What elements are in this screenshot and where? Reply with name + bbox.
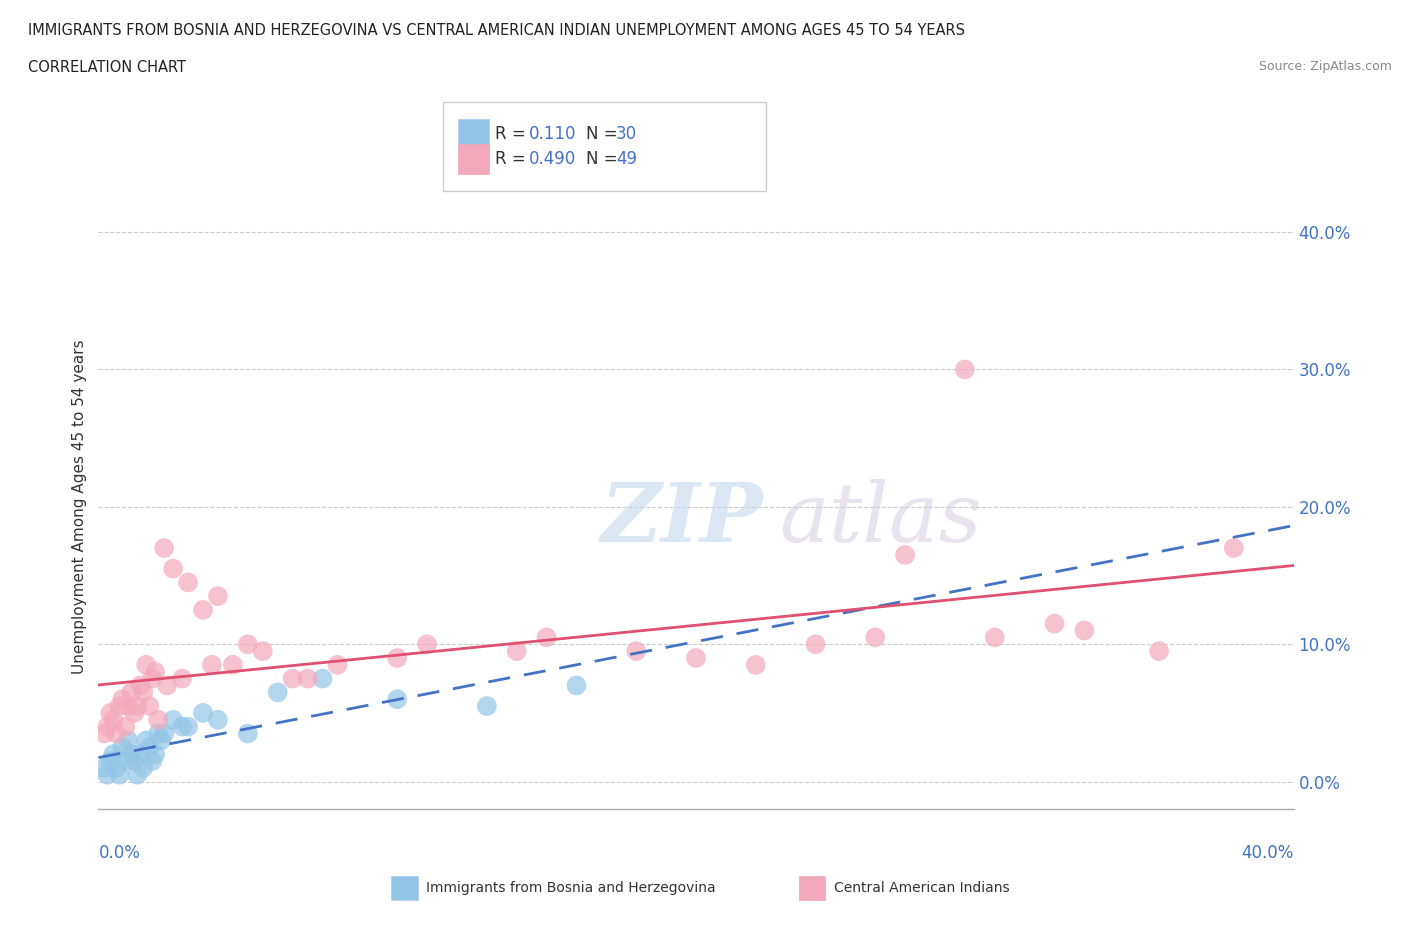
Text: ZIP: ZIP <box>600 479 763 559</box>
Point <box>117 733 139 748</box>
Text: 0.490: 0.490 <box>529 150 576 168</box>
Point <box>117 698 139 713</box>
Point <box>148 712 170 727</box>
Point <box>252 644 274 658</box>
Point <box>120 747 142 762</box>
Point <box>124 753 146 768</box>
Point <box>1043 617 1066 631</box>
Text: atlas: atlas <box>779 479 981 559</box>
Point <box>96 719 118 734</box>
Point <box>267 684 290 699</box>
Text: IMMIGRANTS FROM BOSNIA AND HERZEGOVINA VS CENTRAL AMERICAN INDIAN UNEMPLOYMENT A: IMMIGRANTS FROM BOSNIA AND HERZEGOVINA V… <box>28 23 965 38</box>
Point <box>536 630 558 644</box>
Point <box>105 726 128 741</box>
Text: 30: 30 <box>616 125 637 143</box>
Point <box>135 658 157 672</box>
Point <box>865 630 887 644</box>
Point <box>222 658 245 672</box>
Text: Source: ZipAtlas.com: Source: ZipAtlas.com <box>1258 60 1392 73</box>
Point <box>108 698 131 713</box>
Point <box>98 706 122 721</box>
Point <box>127 698 149 713</box>
Point <box>108 767 131 782</box>
Point <box>103 712 125 727</box>
Point <box>132 684 155 699</box>
Y-axis label: Unemployment Among Ages 45 to 54 years: Unemployment Among Ages 45 to 54 years <box>72 339 87 674</box>
Point <box>804 637 827 652</box>
Text: 49: 49 <box>616 150 637 168</box>
Point <box>143 747 166 762</box>
Point <box>626 644 648 658</box>
Point <box>565 678 588 693</box>
Point <box>148 726 170 741</box>
Text: 0.110: 0.110 <box>529 125 576 143</box>
Point <box>416 637 439 652</box>
Point <box>143 664 166 679</box>
Point <box>191 706 214 721</box>
Point <box>953 362 976 377</box>
Point <box>177 575 200 590</box>
Text: N =: N = <box>586 150 623 168</box>
Point <box>141 753 163 768</box>
Point <box>141 671 163 686</box>
Point <box>207 589 229 604</box>
Point <box>98 753 122 768</box>
Point <box>93 761 115 776</box>
Point <box>114 719 136 734</box>
Text: R =: R = <box>495 125 531 143</box>
Point <box>1147 644 1170 658</box>
Text: 40.0%: 40.0% <box>1241 844 1294 862</box>
Point <box>103 747 125 762</box>
Point <box>475 698 498 713</box>
Text: R =: R = <box>495 150 531 168</box>
Point <box>114 753 136 768</box>
Point <box>124 706 146 721</box>
Point <box>894 548 917 563</box>
Point <box>120 684 142 699</box>
Point <box>685 651 707 666</box>
Point <box>311 671 333 686</box>
Text: Immigrants from Bosnia and Herzegovina: Immigrants from Bosnia and Herzegovina <box>426 881 716 896</box>
Point <box>281 671 304 686</box>
Point <box>162 712 184 727</box>
Point <box>385 692 409 707</box>
Text: N =: N = <box>586 125 623 143</box>
Point <box>177 719 200 734</box>
Point <box>111 740 134 755</box>
Point <box>129 747 152 762</box>
Point <box>138 740 160 755</box>
Point <box>111 692 134 707</box>
Point <box>172 719 194 734</box>
Point <box>153 726 176 741</box>
Point <box>129 678 152 693</box>
Point <box>132 761 155 776</box>
Point <box>127 767 149 782</box>
Point <box>150 733 173 748</box>
Point <box>506 644 529 658</box>
Point <box>297 671 319 686</box>
Point <box>153 540 176 555</box>
Point <box>93 726 115 741</box>
Point <box>172 671 194 686</box>
Point <box>236 726 259 741</box>
Point <box>207 712 229 727</box>
Point <box>326 658 349 672</box>
Text: 0.0%: 0.0% <box>98 844 141 862</box>
Point <box>135 733 157 748</box>
Point <box>201 658 224 672</box>
Point <box>1073 623 1095 638</box>
Text: Central American Indians: Central American Indians <box>834 881 1010 896</box>
Point <box>105 761 128 776</box>
Point <box>191 603 214 618</box>
Text: CORRELATION CHART: CORRELATION CHART <box>28 60 186 75</box>
Point <box>385 651 409 666</box>
Point <box>156 678 179 693</box>
Point <box>745 658 768 672</box>
Point <box>96 767 118 782</box>
Point <box>984 630 1007 644</box>
Point <box>162 561 184 576</box>
Point <box>138 698 160 713</box>
Point <box>1223 540 1246 555</box>
Point <box>236 637 259 652</box>
